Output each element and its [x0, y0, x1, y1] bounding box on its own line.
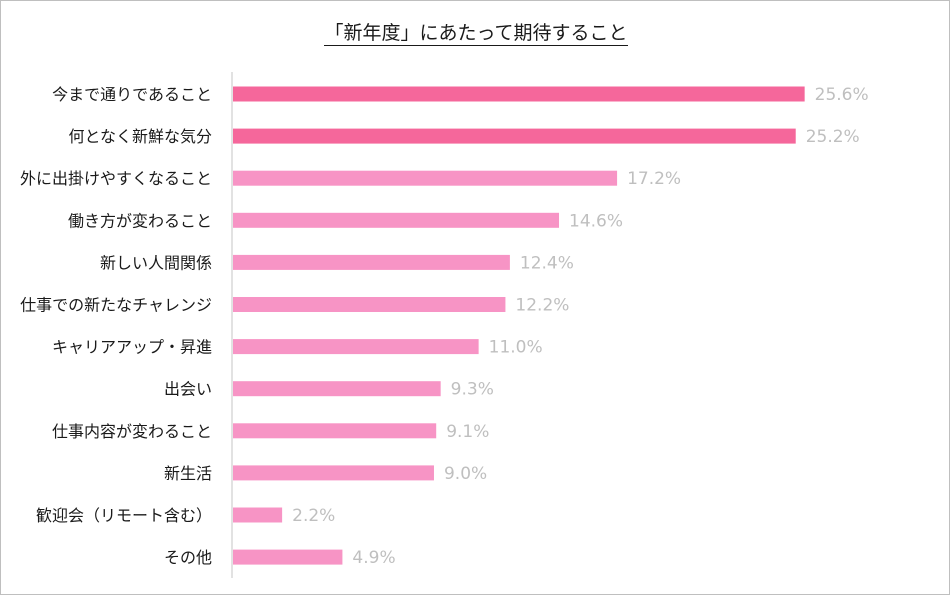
category-label: キャリアアップ・昇進: [52, 338, 212, 357]
bar: [233, 381, 441, 397]
value-label: 12.4%: [520, 253, 574, 273]
bar: [233, 339, 479, 355]
bar: [233, 423, 437, 439]
category-label: 外に出掛けやすくなること: [20, 169, 212, 188]
bar: [233, 128, 796, 144]
value-label: 25.2%: [806, 127, 860, 147]
category-label: 仕事内容が変わること: [52, 422, 212, 441]
value-label: 9.0%: [444, 464, 487, 484]
value-label: 25.6%: [815, 85, 869, 105]
category-label: その他: [164, 548, 212, 567]
bar: [233, 549, 343, 565]
bar: [233, 254, 510, 270]
category-label: 歓迎会（リモート含む）: [36, 506, 212, 525]
bar: [233, 297, 506, 312]
category-label: 仕事での新たなチャレンジ: [20, 296, 212, 315]
value-label: 9.3%: [451, 380, 494, 400]
bar: [233, 507, 283, 523]
category-label: 出会い: [164, 380, 212, 399]
value-label: 11.0%: [489, 338, 543, 358]
value-label: 2.2%: [292, 506, 335, 526]
category-label: 新しい人間関係: [100, 253, 212, 272]
value-label: 17.2%: [627, 169, 681, 189]
bar: [233, 212, 560, 228]
category-label: 働き方が変わること: [68, 211, 212, 230]
bar: [233, 170, 618, 186]
value-label: 4.9%: [352, 548, 395, 568]
category-label: 何となく新鮮な気分: [68, 127, 212, 146]
value-label: 9.1%: [446, 422, 489, 442]
category-label: 今まで通りであること: [52, 85, 212, 104]
value-label: 14.6%: [569, 211, 623, 231]
category-label: 新生活: [164, 464, 212, 483]
chart-title-wrap: 「新年度」にあたって期待すること: [0, 18, 952, 46]
chart-title: 「新年度」にあたって期待すること: [324, 22, 628, 46]
value-label: 12.2%: [515, 296, 569, 316]
bar: [233, 86, 805, 102]
bar: [233, 465, 434, 481]
